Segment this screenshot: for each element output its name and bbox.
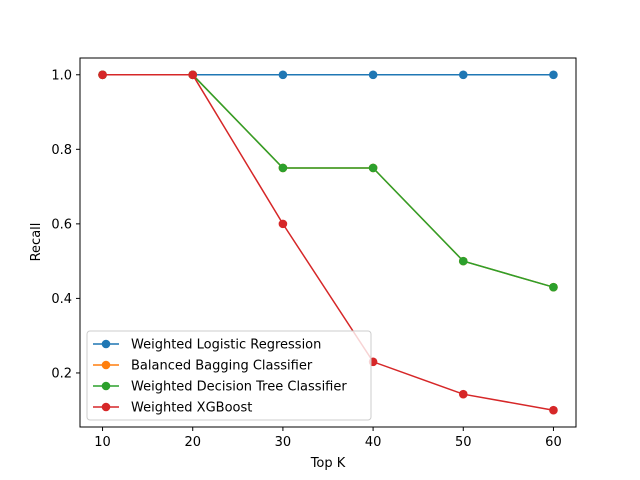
data-point-2-2	[278, 163, 288, 173]
data-point-0-4	[458, 70, 468, 80]
data-point-2-5	[549, 282, 558, 292]
data-point-3-1	[188, 70, 198, 80]
legend-label: Weighted Decision Tree Classifier	[131, 380, 347, 395]
data-point-3-2	[278, 219, 288, 229]
y-tick-label: 0.2	[51, 366, 72, 381]
legend-label: Weighted Logistic Regression	[131, 338, 321, 353]
y-tick-label: 0.6	[51, 217, 72, 232]
legend-marker	[101, 339, 111, 349]
legend-label: Weighted XGBoost	[131, 401, 252, 416]
data-point-3-0	[98, 70, 107, 80]
x-tick-label: 50	[455, 435, 472, 450]
data-point-3-4	[458, 389, 468, 399]
x-tick-label: 10	[94, 435, 111, 450]
y-axis-ticks: 0.2 0.4 0.6 0.8 1.0	[51, 68, 80, 381]
x-tick-label: 60	[545, 435, 562, 450]
x-tick-label: 40	[365, 435, 382, 450]
legend-marker	[101, 402, 111, 412]
data-point-0-3	[368, 70, 378, 80]
x-tick-label: 30	[275, 435, 292, 450]
legend: Weighted Logistic Regression Balanced Bag…	[86, 330, 372, 421]
x-axis-label: Top K	[310, 456, 346, 471]
data-point-2-4	[458, 256, 468, 266]
series-layer	[98, 70, 558, 415]
series-line-3	[102, 74, 554, 411]
data-point-3-5	[549, 405, 558, 415]
legend-marker	[101, 360, 111, 370]
plot-frame	[79, 57, 577, 428]
y-axis-label: Recall	[29, 223, 44, 262]
legend-box	[86, 330, 372, 421]
data-point-0-5	[549, 70, 558, 80]
y-tick-label: 0.8	[51, 143, 72, 158]
legend-label: Balanced Bagging Classifier	[131, 359, 313, 374]
y-tick-label: 0.4	[51, 292, 72, 307]
data-point-0-2	[278, 70, 288, 80]
x-axis-ticks: 10 20 30 40 50 60	[94, 427, 562, 450]
legend-marker	[101, 381, 111, 391]
y-tick-label: 1.0	[51, 68, 72, 83]
data-point-2-3	[368, 163, 378, 173]
x-tick-label: 20	[184, 435, 201, 450]
